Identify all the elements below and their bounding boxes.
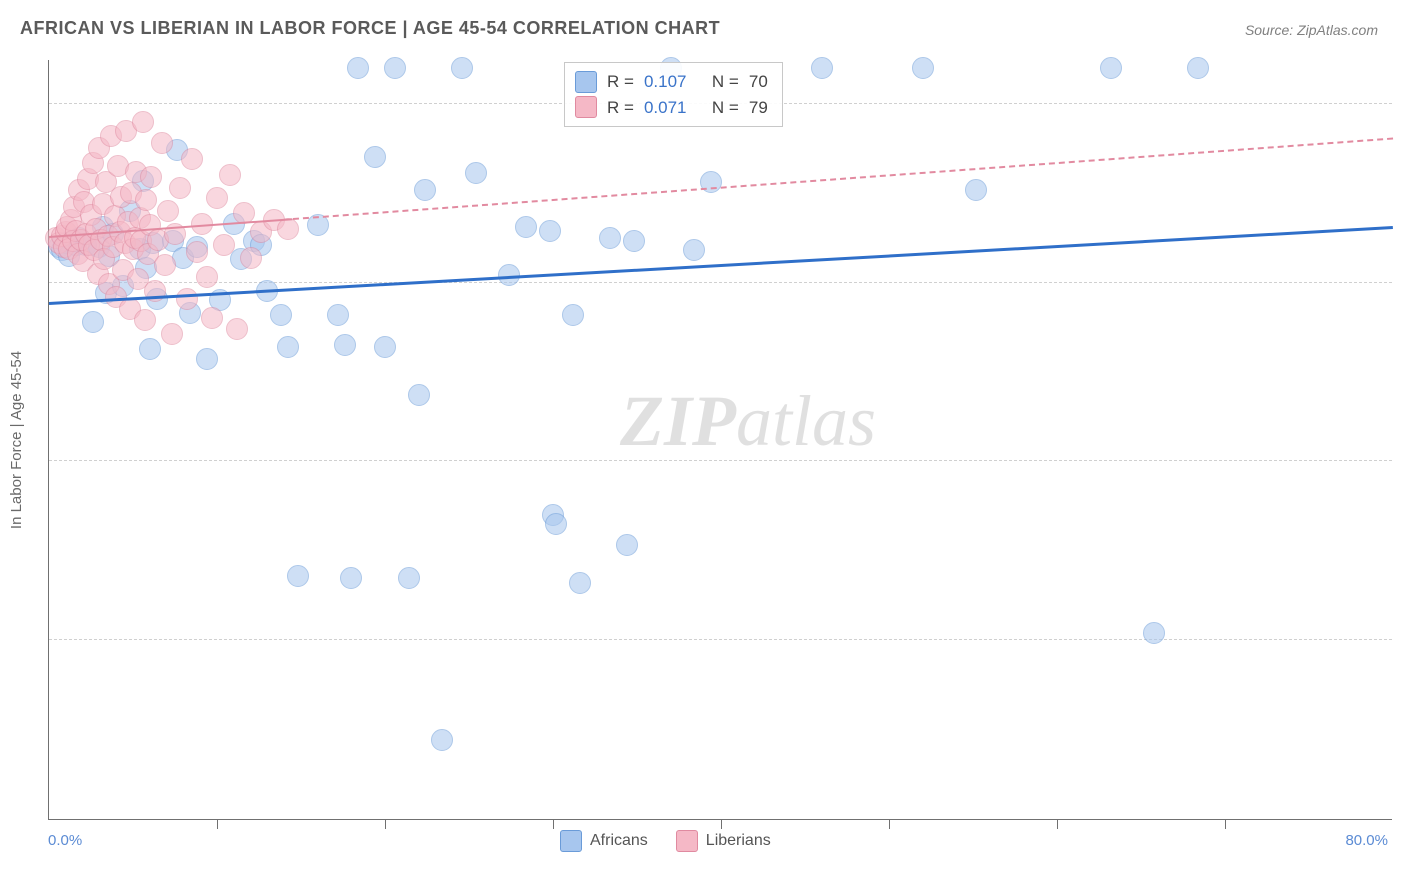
legend-n-label: N = (702, 69, 738, 95)
data-point (161, 323, 183, 345)
y-axis-title: In Labor Force | Age 45-54 (8, 351, 25, 529)
data-point (340, 567, 362, 589)
data-point (82, 311, 104, 333)
data-point (374, 336, 396, 358)
data-point (154, 254, 176, 276)
trendline (293, 137, 1394, 220)
source-label: Source: ZipAtlas.com (1245, 22, 1378, 38)
data-point (408, 384, 430, 406)
data-point (431, 729, 453, 751)
data-point (569, 572, 591, 594)
data-point (181, 148, 203, 170)
data-point (1187, 57, 1209, 79)
data-point (206, 187, 228, 209)
data-point (201, 307, 223, 329)
data-point (287, 565, 309, 587)
x-tick (385, 819, 386, 829)
gridline-h (49, 460, 1392, 461)
legend-swatch (575, 71, 597, 93)
legend-row: R = 0.071 N = 79 (575, 95, 768, 121)
x-tick (721, 819, 722, 829)
legend-n-label: N = (702, 95, 738, 121)
data-point (912, 57, 934, 79)
data-point (414, 179, 436, 201)
legend-swatch (560, 830, 582, 852)
data-point (599, 227, 621, 249)
data-point (562, 304, 584, 326)
data-point (132, 111, 154, 133)
plot-area: 40.0%60.0%80.0%100.0% (48, 60, 1392, 820)
data-point (139, 338, 161, 360)
data-point (327, 304, 349, 326)
data-point (140, 166, 162, 188)
data-point (277, 336, 299, 358)
data-point (515, 216, 537, 238)
series-legend: Africans Liberians (560, 830, 771, 852)
x-tick (1057, 819, 1058, 829)
data-point (270, 304, 292, 326)
data-point (334, 334, 356, 356)
data-point (196, 266, 218, 288)
data-point (226, 318, 248, 340)
x-tick (1225, 819, 1226, 829)
data-point (219, 164, 241, 186)
data-point (1143, 622, 1165, 644)
data-point (451, 57, 473, 79)
legend-item: Africans (560, 830, 648, 852)
legend-swatch (575, 96, 597, 118)
data-point (683, 239, 705, 261)
legend-swatch (676, 830, 698, 852)
legend-n-value: 79 (749, 95, 768, 121)
data-point (135, 189, 157, 211)
correlation-legend: R = 0.107 N = 70 R = 0.071 N = 79 (564, 62, 783, 127)
data-point (213, 234, 235, 256)
data-point (398, 567, 420, 589)
legend-r-value: 0.071 (644, 95, 687, 121)
data-point (186, 241, 208, 263)
data-point (616, 534, 638, 556)
gridline-h (49, 639, 1392, 640)
data-point (623, 230, 645, 252)
data-point (176, 288, 198, 310)
legend-item: Liberians (676, 830, 771, 852)
data-point (240, 247, 262, 269)
data-point (134, 309, 156, 331)
gridline-h (49, 282, 1392, 283)
legend-r-label: R = (607, 95, 634, 121)
data-point (277, 218, 299, 240)
x-tick (553, 819, 554, 829)
x-axis-max-label: 80.0% (1345, 832, 1388, 849)
data-point (1100, 57, 1122, 79)
x-axis-min-label: 0.0% (48, 832, 82, 849)
data-point (539, 220, 561, 242)
data-point (169, 177, 191, 199)
data-point (811, 57, 833, 79)
x-tick (889, 819, 890, 829)
data-point (151, 132, 173, 154)
data-point (965, 179, 987, 201)
data-point (364, 146, 386, 168)
legend-r-label: R = (607, 69, 634, 95)
data-point (700, 171, 722, 193)
legend-n-value: 70 (749, 69, 768, 95)
data-point (545, 513, 567, 535)
legend-row: R = 0.107 N = 70 (575, 69, 768, 95)
data-point (196, 348, 218, 370)
data-point (465, 162, 487, 184)
data-point (384, 57, 406, 79)
legend-item-label: Africans (590, 832, 648, 850)
chart-title: AFRICAN VS LIBERIAN IN LABOR FORCE | AGE… (20, 18, 720, 39)
data-point (157, 200, 179, 222)
x-tick (217, 819, 218, 829)
legend-item-label: Liberians (706, 832, 771, 850)
data-point (347, 57, 369, 79)
legend-r-value: 0.107 (644, 69, 687, 95)
